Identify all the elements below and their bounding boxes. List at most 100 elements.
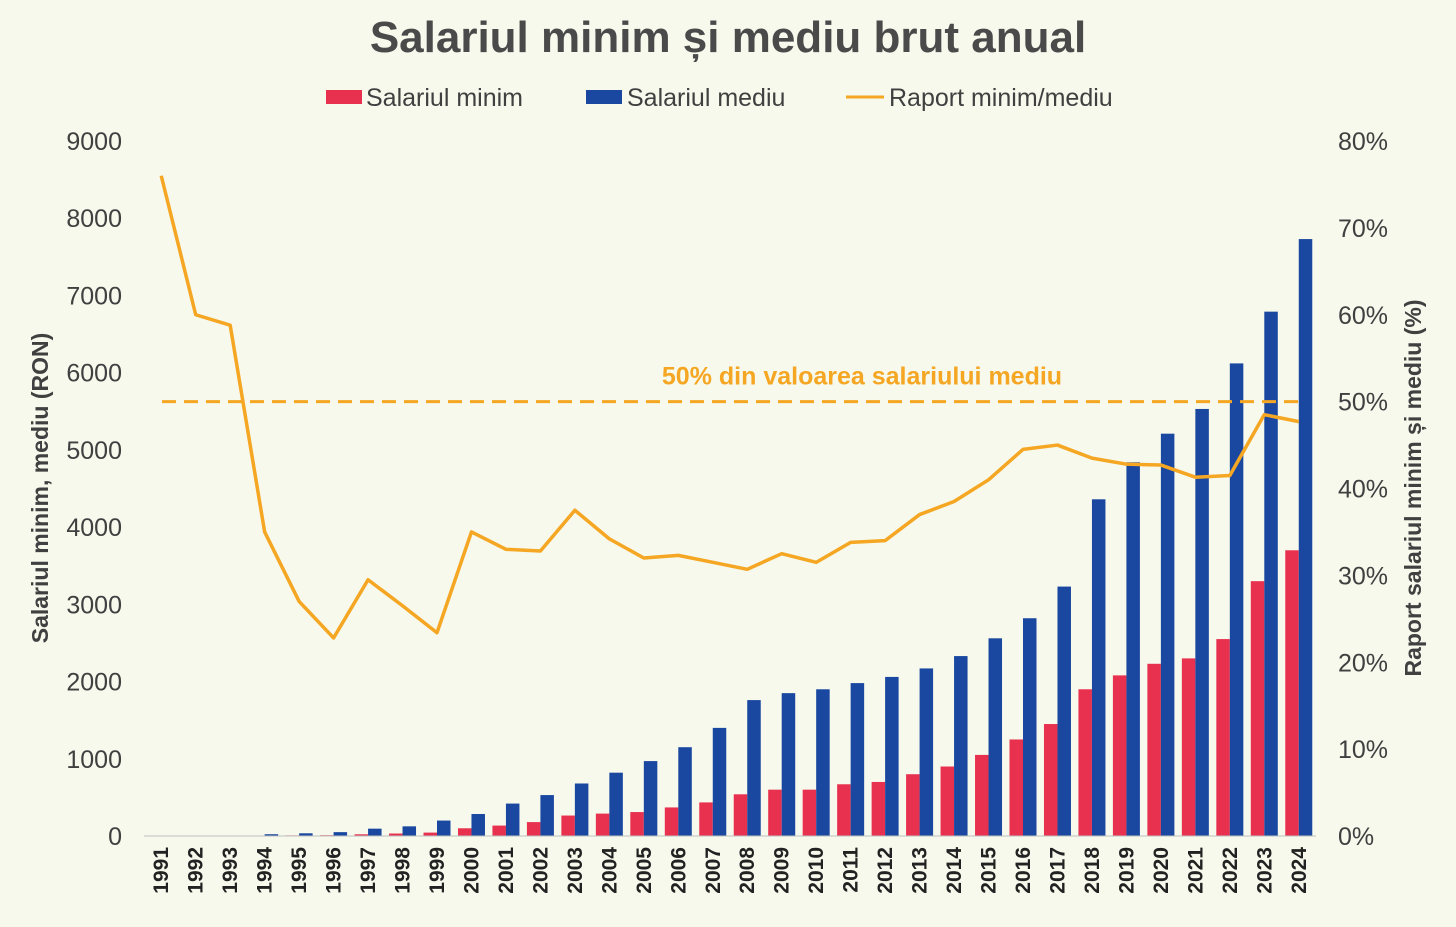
bar-mean (1160, 433, 1175, 836)
x-tick-label: 2000 (460, 847, 483, 894)
x-tick-label: 2014 (943, 847, 966, 894)
bar-min (1216, 639, 1230, 836)
bar-min (699, 802, 713, 836)
x-tick-label: 1993 (219, 847, 242, 894)
y-tick-right: 80% (1338, 128, 1388, 156)
bar-min (1250, 581, 1265, 836)
x-tick-label: 1994 (254, 847, 277, 894)
x-tick-label: 2020 (1150, 847, 1173, 894)
x-tick-label: 2021 (1184, 847, 1207, 894)
x-tick-label: 1997 (357, 847, 380, 894)
x-tick-label: 2016 (1012, 847, 1035, 894)
x-tick-label: 2001 (495, 847, 518, 894)
bar-min (906, 774, 920, 836)
y-tick-left: 9000 (66, 128, 122, 156)
y-axis-label-right: Raport salariul minim și mediu (%) (1400, 299, 1427, 676)
bar-min (1009, 739, 1023, 836)
legend: Salariul minim Salariul mediu Raport min… (326, 84, 1113, 112)
y-tick-left: 0 (108, 823, 122, 851)
bar-min (1285, 550, 1299, 836)
x-tick-label: 1996 (323, 847, 346, 894)
bars (147, 239, 1313, 837)
bar-min (561, 815, 575, 836)
x-tick-label: 2024 (1288, 847, 1311, 894)
x-tick-label: 2019 (1115, 847, 1138, 894)
y-tick-right: 70% (1338, 215, 1388, 243)
bar-min (975, 754, 989, 836)
legend-label-ratio: Raport minim/mediu (889, 84, 1113, 112)
bar-mean (1229, 363, 1244, 836)
y-tick-right: 20% (1338, 649, 1388, 677)
bar-min (354, 834, 369, 836)
bar-min (733, 794, 748, 836)
bar-mean (712, 727, 727, 836)
y-tick-left: 4000 (66, 514, 122, 542)
bar-mean (678, 747, 692, 836)
bar-mean (1126, 462, 1140, 836)
x-tick-label: 2023 (1253, 847, 1276, 894)
bar-mean (333, 832, 348, 836)
bar-min (871, 781, 886, 836)
bar-min (664, 807, 679, 836)
bar-mean (540, 795, 554, 836)
y-tick-left: 2000 (66, 669, 122, 697)
bar-mean (1298, 239, 1313, 837)
bar-mean (574, 783, 589, 836)
y-tick-right: 10% (1338, 736, 1388, 764)
bar-mean (1023, 618, 1037, 836)
y-tick-right: 0% (1338, 823, 1374, 851)
x-tick-label: 1992 (185, 847, 208, 894)
bar-min (457, 828, 472, 836)
bar-mean (505, 803, 520, 836)
x-tick-label: 2012 (874, 847, 897, 894)
y-tick-right: 40% (1338, 476, 1388, 504)
x-tick-label: 2009 (771, 847, 794, 894)
bar-min (630, 812, 644, 836)
x-tick-label: 2015 (978, 847, 1001, 894)
x-tick-label: 1991 (150, 847, 173, 894)
x-tick-label: 2003 (564, 847, 587, 894)
bar-mean (816, 689, 830, 836)
bar-mean (368, 828, 382, 836)
x-tick-label: 2022 (1219, 847, 1242, 894)
x-tick-label: 2010 (805, 847, 828, 894)
bar-min (802, 789, 817, 836)
bar-mean (1264, 311, 1278, 836)
x-axis: 1991 1992 1993 1994 1995 1996 1997 1998 1999 2000… (150, 847, 1311, 894)
bar-min (837, 784, 851, 836)
bar-mean (781, 693, 796, 836)
y-axis-label-left: Salariul minim, mediu (RON) (27, 333, 53, 644)
x-tick-label: 1995 (288, 847, 311, 894)
x-tick-label: 2011 (840, 847, 863, 893)
y-tick-left: 8000 (66, 205, 122, 233)
bar-min (492, 825, 506, 836)
x-tick-label: 2004 (598, 847, 621, 894)
bar-min (423, 832, 437, 836)
x-tick-label: 1998 (392, 847, 415, 894)
legend-swatch-min (326, 90, 362, 104)
bar-mean (643, 761, 658, 836)
y-axis-left: 0 1000 2000 3000 4000 5000 6000 7000 8000 9000 (66, 128, 122, 851)
legend-label-min: Salariul minim (366, 84, 523, 112)
bar-min (1078, 689, 1092, 836)
bar-min (1147, 663, 1161, 836)
bar-mean (1057, 586, 1071, 836)
bar-mean (954, 656, 968, 836)
bar-min (768, 789, 782, 836)
bar-mean (988, 638, 1003, 836)
bar-min (1181, 658, 1196, 836)
y-tick-left: 6000 (66, 360, 122, 388)
bar-min (1043, 724, 1058, 836)
chart-title: Salariul minim și mediu brut anual (370, 13, 1086, 62)
ratio-line-group (159, 175, 1300, 640)
y-tick-right: 60% (1338, 302, 1388, 330)
bar-min (940, 766, 955, 836)
ratio-line (159, 175, 1300, 640)
y-tick-left: 3000 (66, 591, 122, 619)
bar-mean (437, 820, 451, 836)
y-tick-left: 5000 (66, 437, 122, 465)
bar-mean (885, 676, 899, 836)
legend-label-mean: Salariul mediu (627, 84, 785, 112)
x-tick-label: 2013 (909, 847, 932, 894)
